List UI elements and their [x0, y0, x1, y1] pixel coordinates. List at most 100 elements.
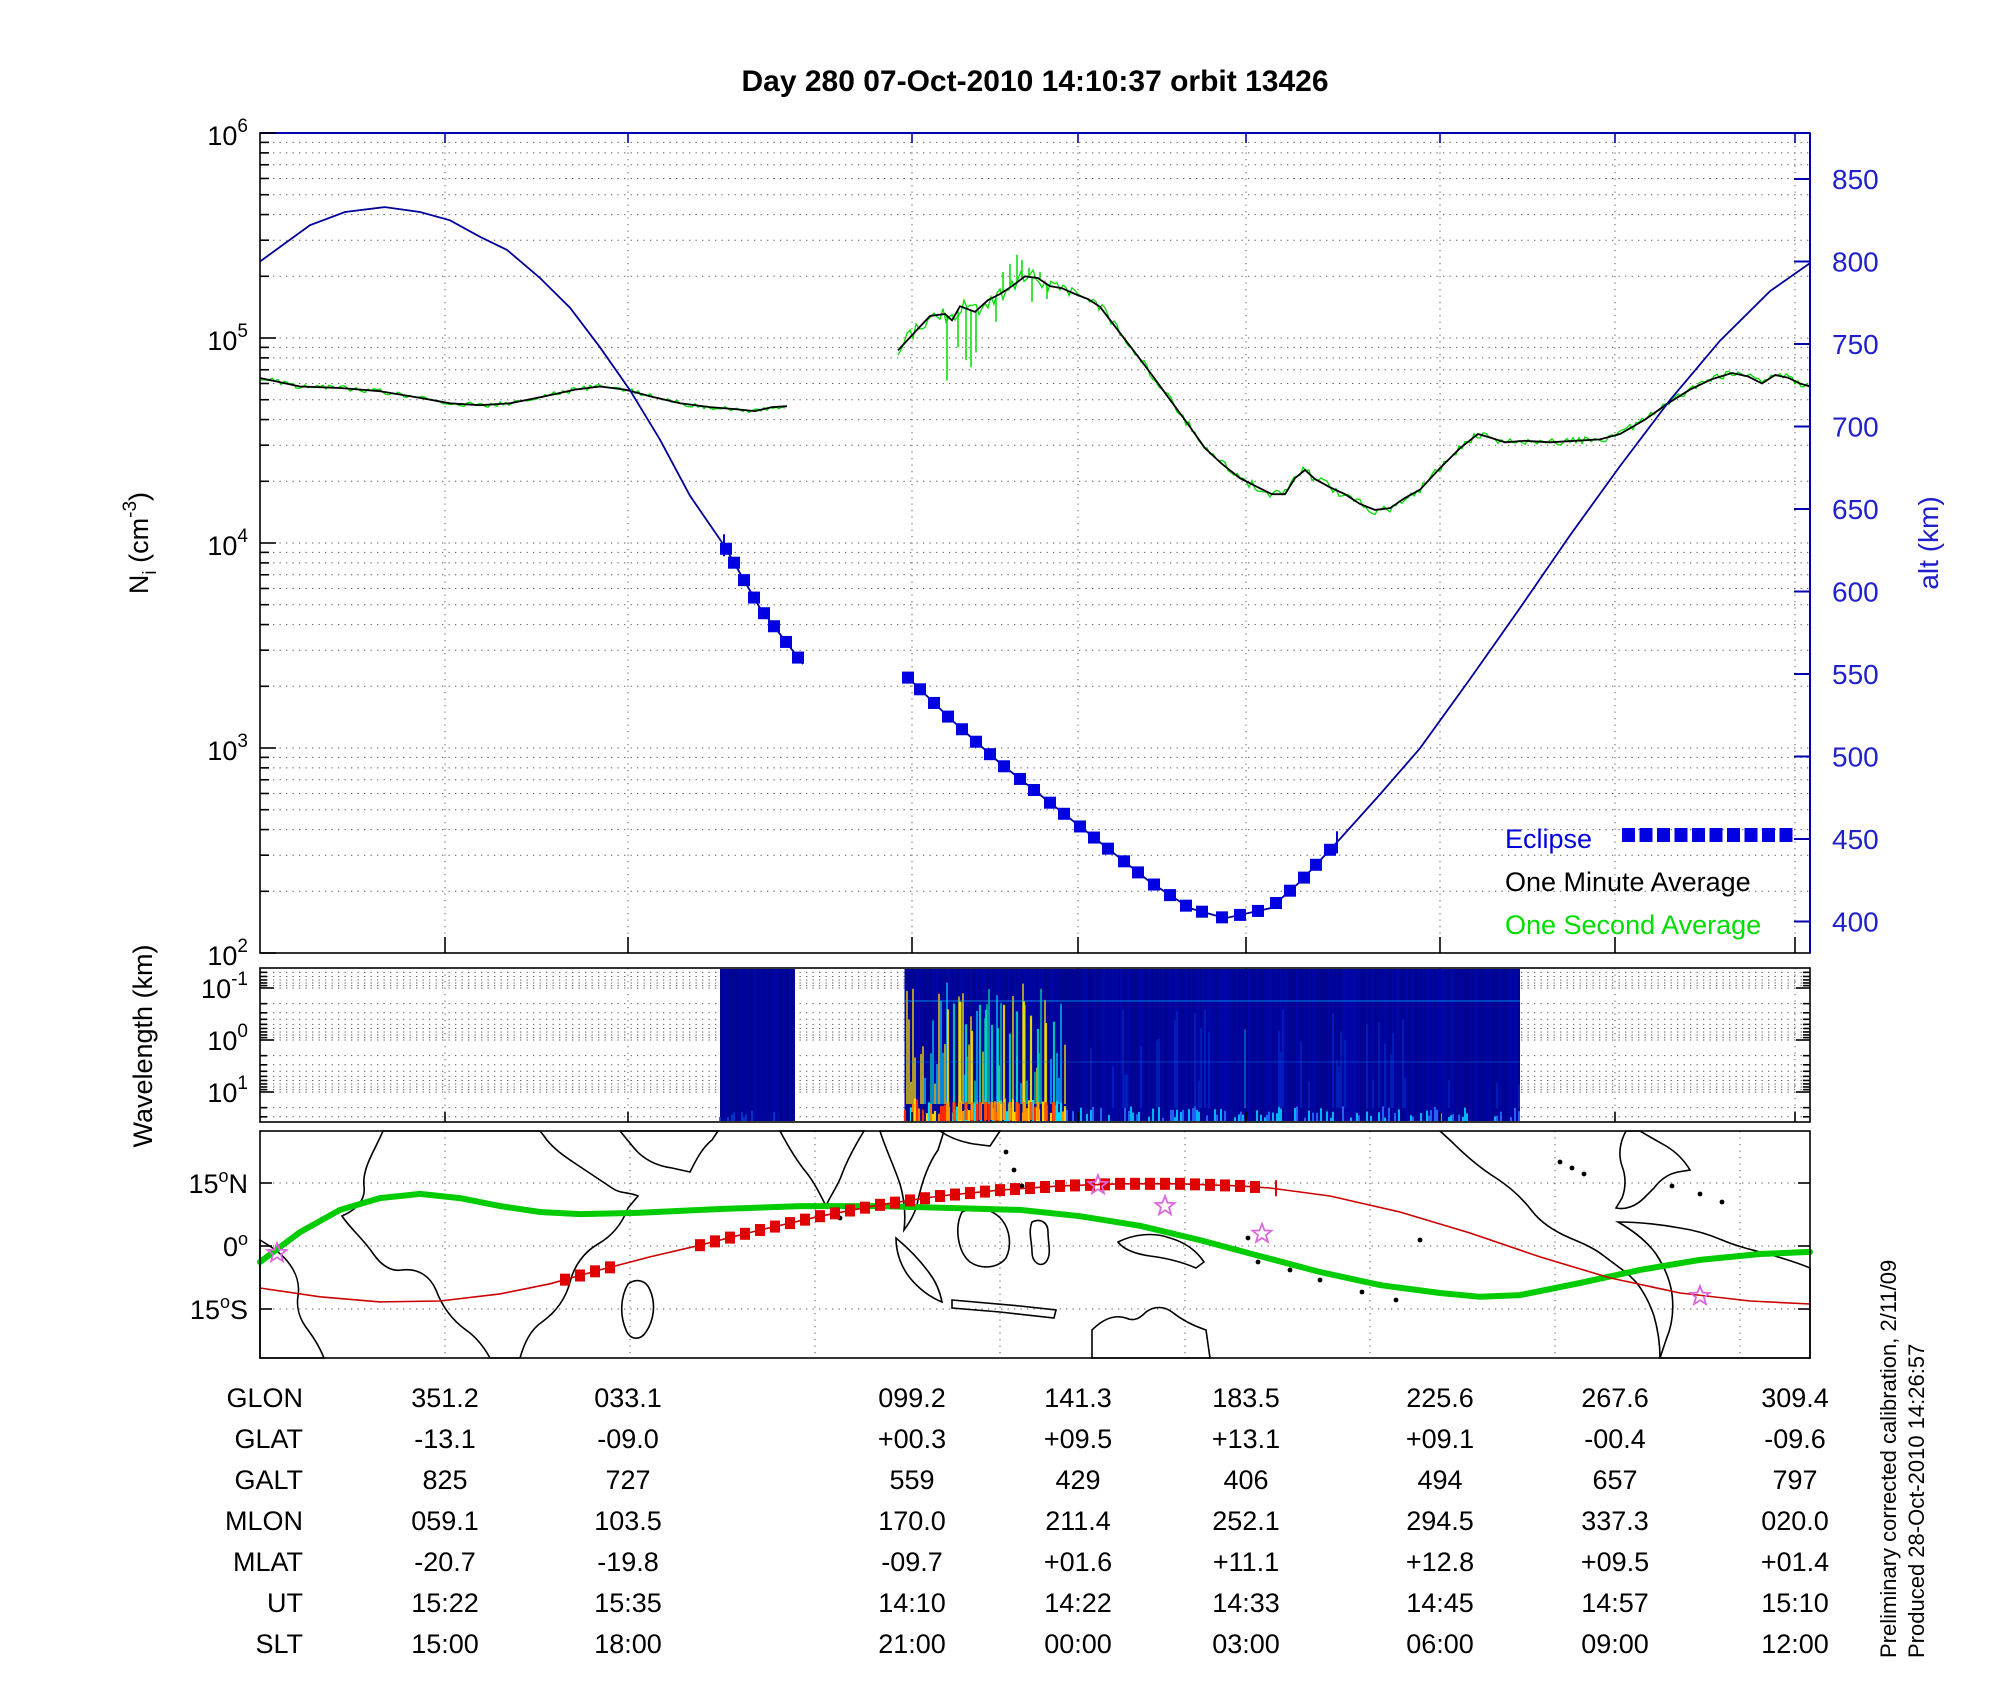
cell: 18:00 — [594, 1629, 662, 1659]
row-label: UT — [267, 1588, 303, 1618]
svg-text:500: 500 — [1832, 742, 1879, 773]
row-label: GLAT — [234, 1424, 303, 1454]
cell: 727 — [605, 1465, 650, 1495]
cell: 00:00 — [1044, 1629, 1112, 1659]
right-axis-label: alt (km) — [1913, 496, 1944, 589]
cell: 09:00 — [1581, 1629, 1649, 1659]
row-label: SLT — [255, 1629, 303, 1659]
svg-text:10-1: 10-1 — [201, 969, 248, 1004]
cell: 309.4 — [1761, 1383, 1829, 1413]
gridlines-layer — [260, 133, 1810, 1358]
cell: 337.3 — [1581, 1506, 1649, 1536]
cell: 351.2 — [411, 1383, 479, 1413]
cell: 103.5 — [594, 1506, 662, 1536]
cell: +12.8 — [1406, 1547, 1474, 1577]
svg-text:550: 550 — [1832, 659, 1879, 690]
cell: 294.5 — [1406, 1506, 1474, 1536]
cell: 15:22 — [411, 1588, 479, 1618]
cell: 15:10 — [1761, 1588, 1829, 1618]
table-row-glat: GLAT -13.1 -09.0 +00.3 +09.5 +13.1 +09.1 -00.4 -… — [234, 1424, 1825, 1454]
cell: 225.6 — [1406, 1383, 1474, 1413]
svg-text:15oN: 15oN — [188, 1166, 248, 1199]
cell: 099.2 — [878, 1383, 946, 1413]
spectrogram-layer — [719, 969, 1520, 1121]
legend-one-minute-label: One Minute Average — [1505, 867, 1751, 897]
cell: -13.1 — [414, 1424, 476, 1454]
svg-text:700: 700 — [1832, 412, 1879, 443]
cell: 429 — [1055, 1465, 1100, 1495]
svg-text:400: 400 — [1832, 907, 1879, 938]
cell: 14:33 — [1212, 1588, 1280, 1618]
cell: +13.1 — [1212, 1424, 1280, 1454]
legend-eclipse-dash-sample — [1622, 828, 1793, 842]
cell: 559 — [889, 1465, 934, 1495]
produced-note-line2: Produced 28-Oct-2010 14:26:57 — [1904, 1344, 1929, 1658]
produced-note-line1: Preliminary corrected calibration, 2/11/… — [1876, 1260, 1901, 1658]
map-layer — [257, 1130, 1813, 1359]
cell: 183.5 — [1212, 1383, 1280, 1413]
svg-text:105: 105 — [207, 321, 248, 356]
row-label: MLON — [225, 1506, 303, 1536]
svg-text:15oS: 15oS — [190, 1292, 248, 1325]
svg-text:102: 102 — [207, 936, 248, 971]
cell: 12:00 — [1761, 1629, 1829, 1659]
cell: 14:10 — [878, 1588, 946, 1618]
svg-text:800: 800 — [1832, 247, 1879, 278]
cell: +01.6 — [1044, 1547, 1112, 1577]
cell: 267.6 — [1581, 1383, 1649, 1413]
table-row-ut: UT 15:22 15:35 14:10 14:22 14:33 14:45 14:57 15:… — [267, 1588, 1829, 1618]
cell: 059.1 — [411, 1506, 479, 1536]
cell: 14:57 — [1581, 1588, 1649, 1618]
svg-text:106: 106 — [207, 116, 248, 151]
svg-text:103: 103 — [207, 731, 248, 766]
cell: +11.1 — [1213, 1547, 1279, 1577]
cell: 15:00 — [411, 1629, 479, 1659]
cell: +09.5 — [1581, 1547, 1649, 1577]
cell: 033.1 — [594, 1383, 662, 1413]
table-row-galt: GALT 825 727 559 429 406 494 657 797 — [234, 1465, 1817, 1495]
table-row-mlat: MLAT -20.7 -19.8 -09.7 +01.6 +11.1 +12.8 +09.5 +… — [233, 1547, 1829, 1577]
cell: +01.4 — [1761, 1547, 1829, 1577]
cell: -09.0 — [597, 1424, 659, 1454]
row-label: GLON — [226, 1383, 303, 1413]
cell: 14:45 — [1406, 1588, 1474, 1618]
cell: 797 — [1772, 1465, 1817, 1495]
cell: +00.3 — [878, 1424, 946, 1454]
svg-text:600: 600 — [1832, 577, 1879, 608]
svg-text:100: 100 — [207, 1021, 248, 1056]
cell: 252.1 — [1212, 1506, 1280, 1536]
cell: 03:00 — [1212, 1629, 1280, 1659]
cell: +09.5 — [1044, 1424, 1112, 1454]
cell: 170.0 — [878, 1506, 946, 1536]
table-row-glon: GLON 351.2 033.1 099.2 141.3 183.5 225.6 267.6 3… — [226, 1383, 1828, 1413]
cell: 657 — [1592, 1465, 1637, 1495]
tick-labels-layer: 106 105 104 103 102 850 800 750 700 650 600 550 500 4… — [120, 116, 1879, 1325]
cell: 020.0 — [1761, 1506, 1829, 1536]
wavelength-axis-label: Wavelength (km) — [128, 944, 158, 1147]
svg-text:450: 450 — [1832, 824, 1879, 855]
cell: 406 — [1223, 1465, 1268, 1495]
svg-text:Ni (cm-3): Ni (cm-3) — [120, 492, 161, 594]
cell: -09.7 — [881, 1547, 943, 1577]
row-label: MLAT — [233, 1547, 303, 1577]
svg-text:850: 850 — [1832, 164, 1879, 195]
svg-text:101: 101 — [207, 1073, 248, 1108]
panel-frames-layer — [259, 132, 1811, 1359]
cell: 141.3 — [1044, 1383, 1112, 1413]
cell: 494 — [1417, 1465, 1462, 1495]
cell: 211.4 — [1045, 1506, 1111, 1536]
cell: -09.6 — [1764, 1424, 1826, 1454]
cell: +09.1 — [1406, 1424, 1474, 1454]
svg-text:650: 650 — [1832, 494, 1879, 525]
ephemeris-table: GLON 351.2 033.1 099.2 141.3 183.5 225.6 267.6 3… — [225, 1383, 1829, 1659]
table-row-mlon: MLON 059.1 103.5 170.0 211.4 252.1 294.5 337.3 0… — [225, 1506, 1829, 1536]
curves-layer — [259, 206, 1811, 924]
svg-text:0o: 0o — [223, 1229, 248, 1262]
cell: -19.8 — [597, 1547, 659, 1577]
axis-ticks-layer — [260, 132, 1810, 1310]
cell: -00.4 — [1584, 1424, 1646, 1454]
cell: 21:00 — [878, 1629, 946, 1659]
cell: 06:00 — [1406, 1629, 1474, 1659]
